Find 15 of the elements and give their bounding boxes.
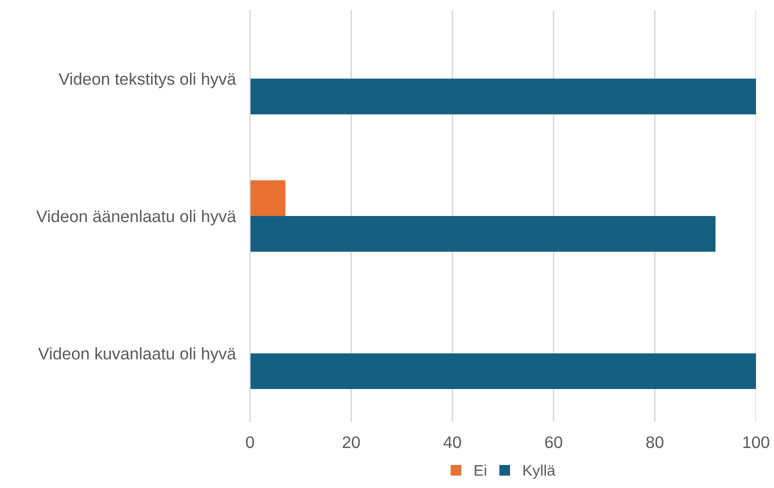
y-tick-label: Videon kuvanlaatu oli hyvä <box>38 347 236 363</box>
x-tick-label: 40 <box>444 436 462 448</box>
x-tick-label: 100 <box>743 436 770 448</box>
legend-label: Ei <box>474 464 486 476</box>
x-tick-label: 60 <box>545 436 562 448</box>
y-tick-label: Videon tekstitys oli hyvä <box>58 72 236 88</box>
bar <box>250 180 286 216</box>
bar <box>250 353 756 390</box>
x-tick-label: 80 <box>646 436 664 448</box>
y-tick-label: Videon äänenlaatu oli hyvä <box>36 210 236 226</box>
bar <box>250 216 716 252</box>
bar <box>250 78 756 114</box>
x-tick-label: 20 <box>342 436 360 448</box>
x-tick-label: 0 <box>246 436 254 448</box>
legend-label: Kyllä <box>524 464 556 479</box>
